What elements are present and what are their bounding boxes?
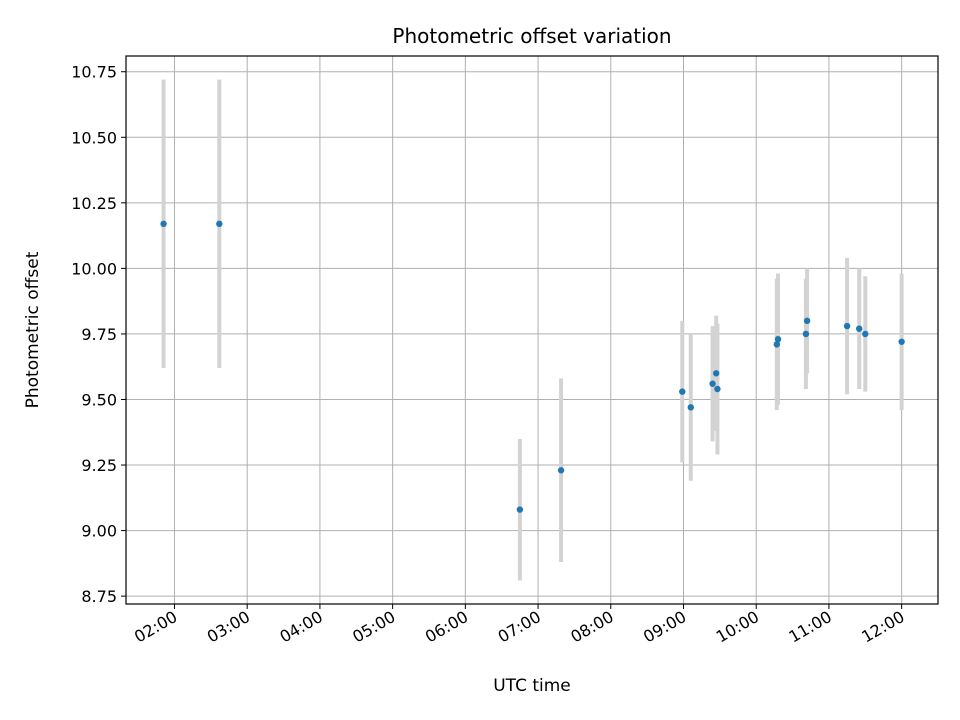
x-tick-label: 12:00 xyxy=(858,607,907,647)
data-points xyxy=(160,220,905,513)
data-point xyxy=(803,317,811,325)
data-point xyxy=(843,322,851,330)
y-tick-label: 9.50 xyxy=(81,390,117,409)
y-axis-ticks: 8.75 9.00 9.25 9.50 9.75 10.00 10.25 10.50 10.75 xyxy=(71,63,126,606)
data-point xyxy=(898,338,905,345)
x-tick-label: 06:00 xyxy=(422,607,471,647)
y-tick-label: 9.00 xyxy=(81,522,117,541)
data-point xyxy=(557,467,565,474)
data-point xyxy=(713,370,720,377)
x-tick-label: 08:00 xyxy=(567,607,616,647)
data-point xyxy=(687,404,694,411)
data-point xyxy=(679,388,686,395)
chart-title: Photometric offset variation xyxy=(392,24,671,48)
x-tick-label: 10:00 xyxy=(713,607,762,647)
y-tick-label: 9.75 xyxy=(81,325,117,344)
data-point xyxy=(856,325,863,332)
data-point xyxy=(773,341,781,348)
grid xyxy=(126,56,938,604)
y-tick-label: 10.00 xyxy=(71,259,117,278)
plot-frame xyxy=(125,55,939,605)
x-axis-label: UTC time xyxy=(493,676,571,696)
x-tick-label: 03:00 xyxy=(204,607,253,647)
x-tick-label: 11:00 xyxy=(785,607,834,647)
data-point xyxy=(516,506,524,513)
y-tick-label: 10.50 xyxy=(71,128,117,147)
y-axis-label: Photometric offset xyxy=(23,251,43,408)
y-tick-label: 10.75 xyxy=(71,63,117,82)
y-tick-label: 10.25 xyxy=(71,194,117,213)
x-tick-label: 09:00 xyxy=(640,607,689,647)
error-bars xyxy=(161,79,904,581)
data-point xyxy=(216,220,223,228)
y-tick-label: 8.75 xyxy=(81,587,117,606)
data-point xyxy=(802,330,810,338)
y-tick-label: 9.25 xyxy=(81,456,117,475)
x-tick-label: 07:00 xyxy=(495,607,544,647)
data-point xyxy=(160,220,167,228)
x-axis-ticks: 02:00 03:00 04:00 05:00 06:00 07:00 08:00 09:00… xyxy=(131,604,908,647)
data-point xyxy=(862,330,869,338)
data-point xyxy=(774,335,782,343)
x-tick-label: 04:00 xyxy=(276,607,325,647)
x-tick-label: 05:00 xyxy=(349,607,398,647)
data-point xyxy=(714,385,721,393)
data-point xyxy=(709,380,716,387)
x-tick-label: 02:00 xyxy=(131,607,180,647)
